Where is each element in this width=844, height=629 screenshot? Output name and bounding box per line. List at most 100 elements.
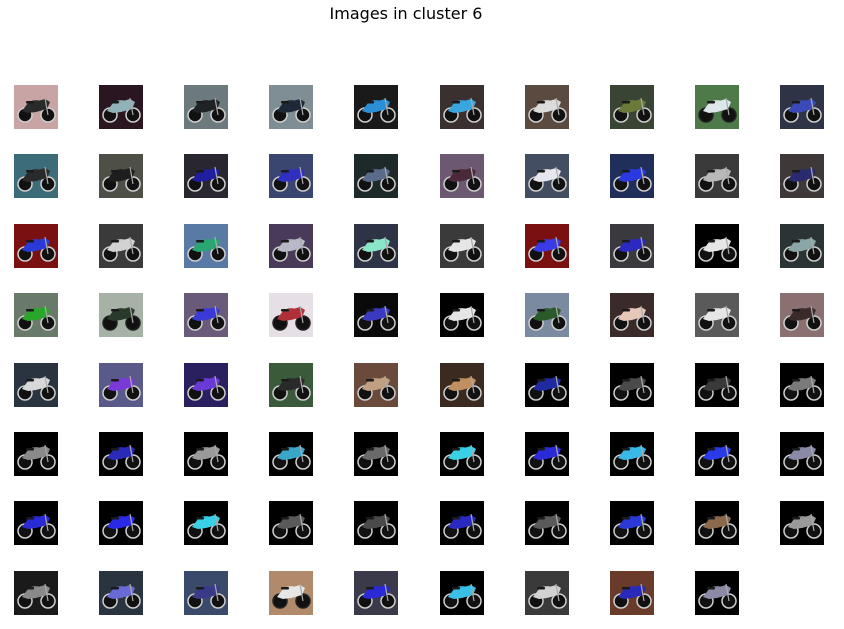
thumbnail-image xyxy=(269,571,313,615)
thumbnail-image xyxy=(14,363,58,407)
motorcycle-icon xyxy=(99,85,143,129)
thumbnail-image xyxy=(354,432,398,476)
motorcycle-icon xyxy=(269,293,313,337)
thumbnail-image xyxy=(269,432,313,476)
thumbnail-image xyxy=(354,501,398,545)
thumbnail-image xyxy=(525,571,569,615)
motorcycle-icon xyxy=(354,154,398,198)
thumbnail-image xyxy=(184,293,228,337)
thumbnail-image xyxy=(184,363,228,407)
motorcycle-icon xyxy=(525,85,569,129)
motorcycle-icon xyxy=(99,363,143,407)
motorcycle-icon xyxy=(610,224,654,268)
motorcycle-icon xyxy=(99,293,143,337)
thumbnail-image xyxy=(14,85,58,129)
thumbnail-image xyxy=(99,432,143,476)
motorcycle-icon xyxy=(14,432,58,476)
motorcycle-icon xyxy=(695,501,739,545)
motorcycle-icon xyxy=(184,571,228,615)
motorcycle-icon xyxy=(780,85,824,129)
motorcycle-icon xyxy=(354,501,398,545)
thumbnail-image xyxy=(610,501,654,545)
thumbnail-image xyxy=(440,293,484,337)
motorcycle-icon xyxy=(269,571,313,615)
motorcycle-icon xyxy=(354,85,398,129)
thumbnail-image xyxy=(440,224,484,268)
motorcycle-icon xyxy=(14,154,58,198)
thumbnail-image xyxy=(269,363,313,407)
motorcycle-icon xyxy=(269,154,313,198)
motorcycle-icon xyxy=(269,363,313,407)
thumbnail-image xyxy=(184,224,228,268)
motorcycle-icon xyxy=(354,432,398,476)
thumbnail-image xyxy=(354,293,398,337)
motorcycle-icon xyxy=(14,501,58,545)
motorcycle-icon xyxy=(184,501,228,545)
motorcycle-icon xyxy=(269,224,313,268)
motorcycle-icon xyxy=(695,363,739,407)
motorcycle-icon xyxy=(99,154,143,198)
thumbnail-image xyxy=(99,293,143,337)
thumbnail-image xyxy=(695,293,739,337)
thumbnail-image xyxy=(440,363,484,407)
thumbnail-image xyxy=(780,85,824,129)
thumbnail-image xyxy=(525,363,569,407)
motorcycle-icon xyxy=(440,363,484,407)
motorcycle-icon xyxy=(440,224,484,268)
thumbnail-image xyxy=(354,363,398,407)
thumbnail-image xyxy=(99,571,143,615)
thumbnail-image xyxy=(440,501,484,545)
motorcycle-icon xyxy=(780,432,824,476)
motorcycle-icon xyxy=(610,501,654,545)
thumbnail-image xyxy=(99,363,143,407)
motorcycle-icon xyxy=(269,85,313,129)
thumbnail-image xyxy=(610,363,654,407)
thumbnail-image xyxy=(525,154,569,198)
motorcycle-icon xyxy=(440,571,484,615)
thumbnail-image xyxy=(99,501,143,545)
thumbnail-image xyxy=(780,501,824,545)
motorcycle-icon xyxy=(440,432,484,476)
motorcycle-icon xyxy=(354,363,398,407)
motorcycle-icon xyxy=(610,293,654,337)
motorcycle-icon xyxy=(610,571,654,615)
thumbnail-image xyxy=(269,501,313,545)
motorcycle-icon xyxy=(99,571,143,615)
thumbnail-image xyxy=(695,432,739,476)
motorcycle-icon xyxy=(354,293,398,337)
thumbnail-image xyxy=(695,154,739,198)
thumbnail-image xyxy=(525,293,569,337)
thumbnail-image xyxy=(354,571,398,615)
thumbnail-image xyxy=(780,224,824,268)
thumbnail-image xyxy=(440,571,484,615)
motorcycle-icon xyxy=(780,154,824,198)
motorcycle-icon xyxy=(610,85,654,129)
thumbnail-image xyxy=(269,293,313,337)
thumbnail-image xyxy=(184,571,228,615)
thumbnail-image xyxy=(99,154,143,198)
motorcycle-icon xyxy=(695,432,739,476)
thumbnail-image xyxy=(610,85,654,129)
thumbnail-image xyxy=(695,363,739,407)
thumbnail-image xyxy=(14,571,58,615)
thumbnail-image xyxy=(525,501,569,545)
motorcycle-icon xyxy=(525,224,569,268)
thumbnail-image xyxy=(14,154,58,198)
thumbnail-image xyxy=(269,154,313,198)
motorcycle-icon xyxy=(184,85,228,129)
motorcycle-icon xyxy=(14,85,58,129)
motorcycle-icon xyxy=(184,293,228,337)
thumbnail-image xyxy=(14,293,58,337)
thumbnail-image xyxy=(440,85,484,129)
thumbnail-image xyxy=(525,432,569,476)
motorcycle-icon xyxy=(695,85,739,129)
thumbnail-image xyxy=(14,501,58,545)
thumbnail-image xyxy=(525,85,569,129)
motorcycle-icon xyxy=(780,363,824,407)
thumbnail-image xyxy=(184,85,228,129)
thumbnail-image xyxy=(780,154,824,198)
motorcycle-icon xyxy=(184,154,228,198)
motorcycle-icon xyxy=(14,363,58,407)
motorcycle-icon xyxy=(525,154,569,198)
motorcycle-icon xyxy=(354,224,398,268)
